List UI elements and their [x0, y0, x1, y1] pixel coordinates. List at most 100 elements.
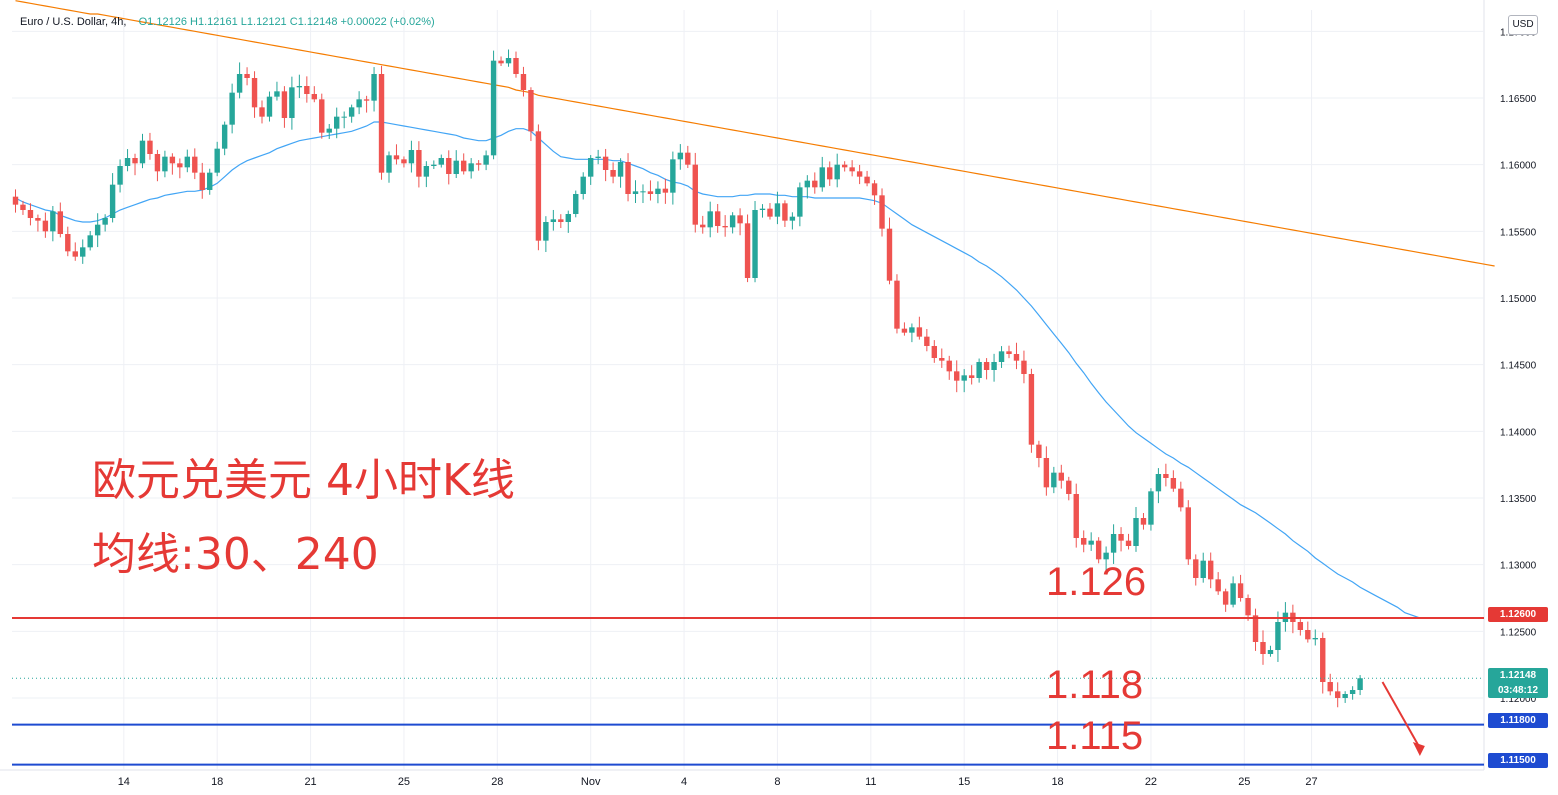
candle-body [1245, 598, 1251, 616]
time-tick-label: 15 [958, 776, 970, 788]
candle-body [707, 211, 713, 228]
candle-body [901, 328, 908, 333]
candle-body [423, 166, 430, 177]
price-tick-label: 1.12000 [1500, 694, 1537, 705]
candle-body [647, 191, 654, 194]
candle-body [117, 166, 123, 185]
candle-body [759, 208, 766, 210]
blue-level-1-price-tag: 1.11800 [1488, 713, 1548, 728]
candle-body [1013, 354, 1020, 361]
candle-body [401, 159, 407, 164]
candle-body [1334, 691, 1341, 698]
candle-body [1342, 694, 1348, 698]
candle-body [998, 351, 1005, 362]
ma30-line [15, 121, 1421, 619]
candle-body [1200, 560, 1206, 578]
time-tick-label: 21 [304, 776, 316, 788]
candle-body [1081, 538, 1087, 545]
candle-body [42, 220, 49, 232]
candle-body [461, 160, 467, 172]
candle-body [954, 371, 960, 381]
candle-body [602, 156, 609, 170]
candle-body [1036, 444, 1042, 458]
candle-body [879, 195, 885, 229]
candle-body [595, 156, 601, 158]
candle-body [72, 251, 78, 257]
candle-body [207, 172, 213, 190]
candle-body [341, 116, 347, 118]
candle-body [744, 223, 751, 278]
candle-body [1320, 638, 1326, 682]
candle-body [1073, 494, 1079, 538]
candle-body [296, 86, 303, 88]
candle-body [924, 336, 930, 346]
level-label-118: 1.118 [1046, 663, 1144, 707]
candle-body [154, 154, 161, 172]
time-tick-label: 14 [118, 776, 130, 788]
price-tick-label: 1.15000 [1500, 294, 1537, 305]
candle-body [1051, 472, 1057, 488]
candle-body [752, 210, 758, 278]
candle-body [221, 124, 228, 149]
candle-body [729, 215, 736, 228]
candle-body [655, 188, 661, 194]
candle-body [378, 74, 385, 173]
currency-button[interactable]: USD [1508, 15, 1538, 35]
candle-body [57, 211, 64, 234]
candle-body [1193, 559, 1199, 578]
candle-body [393, 155, 400, 160]
candle-body [550, 219, 557, 222]
red-level-price-tag: 1.12600 [1488, 607, 1548, 622]
price-tick-label: 1.16500 [1500, 94, 1537, 105]
candle-body [1118, 534, 1124, 541]
candle-body [1028, 374, 1035, 445]
candle-body [27, 210, 34, 218]
price-tick-label: 1.14000 [1500, 427, 1537, 438]
candle-body [610, 170, 616, 177]
current-price-value: 1.12148 [1499, 670, 1537, 681]
candle-body [334, 116, 340, 129]
price-tick-label: 1.14500 [1500, 361, 1537, 372]
candle-body [1095, 540, 1102, 560]
price-tick-label: 1.13000 [1500, 561, 1537, 572]
candle-body [468, 163, 474, 172]
candle-body [416, 150, 422, 177]
candle-body [909, 327, 915, 333]
candle-body [662, 188, 669, 193]
candle-body [1006, 351, 1012, 354]
candle-body [1170, 478, 1177, 489]
candle-body [812, 180, 818, 188]
candle-body [214, 148, 220, 173]
candle-body [685, 152, 691, 165]
candle-body [513, 58, 519, 74]
candle-body [670, 159, 676, 193]
time-tick-label: Nov [581, 776, 601, 788]
candle-body [326, 128, 332, 133]
candle-body [535, 131, 542, 241]
candle-body [722, 226, 728, 228]
time-tick-label: 4 [681, 776, 687, 788]
candle-body [498, 60, 504, 64]
candle-body [700, 224, 706, 228]
candle-body [50, 211, 56, 232]
candle-body [931, 346, 938, 358]
time-tick-label: 25 [398, 776, 410, 788]
trend-arrow-head [1412, 742, 1425, 756]
candle-body [453, 160, 459, 174]
candle-body [864, 176, 870, 184]
candle-body [968, 375, 975, 378]
candle-body [819, 167, 825, 188]
candle-body [1066, 480, 1072, 494]
candle-body [849, 167, 855, 172]
trend-arrow-line [1381, 681, 1421, 749]
candle-body [886, 228, 893, 281]
candle-body [1133, 518, 1139, 546]
candle-body [1215, 579, 1221, 592]
chart-annotation-ma: 均线:30、240 [92, 529, 379, 580]
candle-body [587, 158, 594, 177]
candle-body [961, 375, 967, 381]
candle-body [371, 74, 377, 101]
candle-body [65, 234, 71, 252]
